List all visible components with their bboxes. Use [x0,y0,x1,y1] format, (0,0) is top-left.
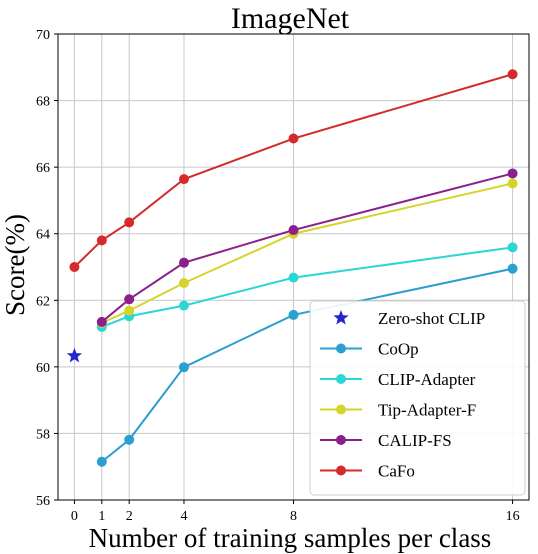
legend-star-marker [333,310,349,325]
x-axis-label: Number of training samples per class [89,523,492,553]
data-point-clip-adapter [507,242,518,253]
axis-ticks: 0 1 2 4 8 16 56 58 60 62 64 66 68 70 [36,28,520,524]
x-tick-label: 8 [290,509,297,524]
data-point-calip-fs [507,168,518,179]
series-layer [66,69,518,467]
data-point-calip-fs [96,316,107,327]
y-axis-label: Score(%) [0,214,30,316]
series-line-cafo [73,73,513,268]
y-tick-label: 66 [36,161,50,176]
data-point-cafo [178,174,189,185]
legend-label: Tip-Adapter-F [378,401,476,420]
legend-entry-coop: CoOp [320,340,419,359]
legend-entry-zero-shot-clip: Zero-shot CLIP [333,309,485,328]
data-point-cafo [69,262,80,272]
legend-entry-calip-fs: CALIP-FS [320,431,452,450]
legend-box [309,300,526,496]
legend-label: CLIP-Adapter [378,370,476,389]
data-point-coop [178,362,189,373]
chart-title: ImageNet [231,2,350,35]
legend-marker [336,343,346,354]
data-point-clip-adapter [178,300,189,311]
series-coop [96,263,518,467]
data-point-tip-adapter-f [507,178,518,189]
data-point-tip-adapter-f [178,277,189,288]
zero-shot-star-marker [66,347,83,363]
legend-label: CoOp [378,340,419,359]
legend-marker [336,374,346,384]
data-point-clip-adapter [288,272,299,283]
y-tick-label: 58 [36,427,50,442]
x-tick-label: 1 [98,509,105,524]
legend-entry-clip-adapter: CLIP-Adapter [320,370,476,389]
legend-marker [336,404,346,415]
data-point-cafo [288,133,299,144]
data-point-cafo [507,69,518,80]
legend-marker [336,435,346,445]
y-tick-label: 62 [36,294,50,309]
series-clip-adapter [96,242,518,332]
legend-label: CALIP-FS [378,431,452,450]
legend: Zero-shot CLIP CoOp CLIP-Adapter Tip-Adapte… [309,300,526,496]
legend-label: Zero-shot CLIP [378,309,485,328]
series-cafo [69,69,518,272]
data-point-cafo [124,217,135,228]
legend-entry-tip-adapter-f: Tip-Adapter-F [320,401,476,420]
series-calip-fs [96,168,518,327]
x-tick-label: 2 [126,509,133,524]
data-point-coop [507,263,518,274]
x-tick-label: 0 [71,509,78,524]
legend-label: CaFo [378,462,415,481]
y-tick-label: 68 [36,95,50,110]
data-point-tip-adapter-f [124,305,135,316]
y-tick-label: 56 [36,494,50,509]
legend-marker [336,465,346,476]
data-point-cafo [96,235,107,246]
legend-entry-cafo: CaFo [320,462,415,481]
x-tick-label: 16 [506,509,520,524]
data-point-calip-fs [124,294,135,305]
y-tick-label: 64 [36,228,50,243]
data-point-coop [96,456,107,467]
data-point-coop [288,309,299,320]
y-tick-label: 70 [36,28,50,43]
data-point-coop [124,434,135,445]
x-tick-label: 4 [180,509,187,524]
data-point-calip-fs [178,257,189,268]
data-point-calip-fs [288,225,299,236]
y-tick-label: 60 [36,361,50,376]
